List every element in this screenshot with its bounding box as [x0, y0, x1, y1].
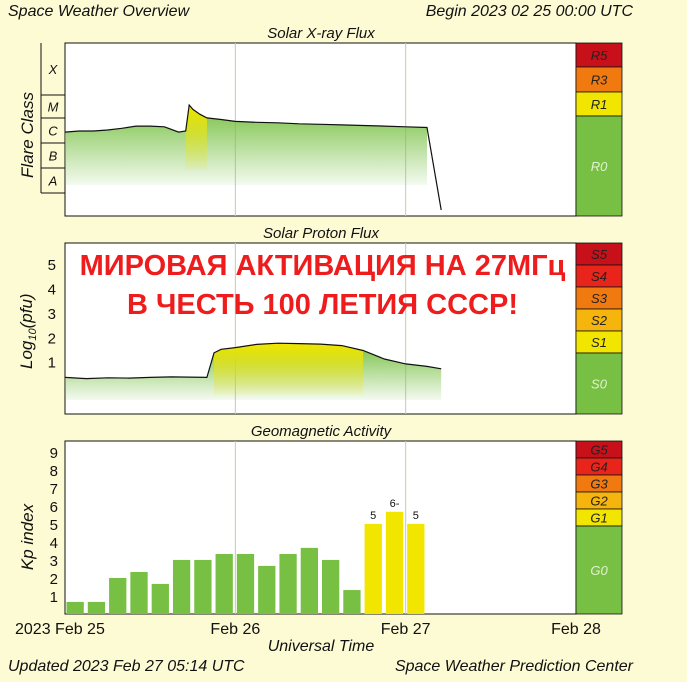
- kp-ytick-9: 9: [50, 445, 58, 462]
- proton-ytick-2: 2: [48, 330, 56, 347]
- begin-time: Begin 2023 02 25 00:00 UTC: [425, 3, 633, 20]
- kp-ytick-5: 5: [50, 517, 58, 534]
- proton-ytick-3: 3: [48, 306, 56, 323]
- geomag-scale-label-G4: G4: [590, 460, 607, 475]
- kp-ytick-4: 4: [50, 535, 58, 552]
- flare-class-label-X: X: [48, 62, 59, 77]
- proton-ytick-1: 1: [48, 355, 56, 372]
- kp-bar: [172, 559, 191, 614]
- xray-scale-label-R1: R1: [591, 97, 608, 112]
- proton-scale-label-S0: S0: [591, 377, 608, 392]
- kp-ytick-8: 8: [50, 463, 58, 480]
- xray-scale-label-R3: R3: [591, 73, 608, 88]
- kp-bar-label: 5: [413, 510, 419, 522]
- kp-bar-label: 6-: [390, 498, 400, 510]
- flare-class-label-A: A: [48, 174, 58, 189]
- kp-bar: [258, 565, 276, 614]
- proton-ytick-5: 5: [48, 257, 56, 274]
- flare-class-label-C: C: [48, 124, 58, 139]
- kp-bar: [300, 547, 318, 614]
- xray-flux-line: [64, 103, 442, 211]
- xray-scale-label-R5: R5: [591, 48, 608, 63]
- proton-ytick-4: 4: [48, 281, 56, 298]
- page-title: Space Weather Overview: [8, 3, 190, 20]
- kp-bar: [130, 572, 148, 614]
- kp-bar: [151, 583, 169, 614]
- proton-panel-title: Solar Proton Flux: [263, 225, 379, 242]
- kp-ytick-2: 2: [50, 571, 58, 588]
- kp-ytick-7: 7: [50, 481, 58, 498]
- proton-scale-label-S4: S4: [591, 269, 607, 284]
- kp-ytick-6: 6: [50, 499, 58, 516]
- proton-scale-label-S3: S3: [591, 291, 608, 306]
- source-credit: Space Weather Prediction Center: [394, 658, 633, 675]
- geomag-scale-label-G3: G3: [590, 477, 608, 492]
- flare-class-label-M: M: [48, 100, 59, 115]
- geomag-panel-title: Geomagnetic Activity: [250, 423, 392, 440]
- kp-bar: [343, 590, 361, 614]
- geomag-scale-label-G1: G1: [590, 511, 607, 526]
- xaxis-label: Universal Time: [267, 638, 375, 655]
- geomag-scale-label-G0: G0: [590, 563, 608, 578]
- xray-panel-title: Solar X-ray Flux: [267, 25, 375, 42]
- proton-scale-label-S2: S2: [591, 313, 608, 328]
- kp-bar: [109, 577, 127, 614]
- overlay-line-2: В ЧЕСТЬ 100 ЛЕТИЯ СССР!: [127, 289, 518, 321]
- geomag-scale-G0: [575, 525, 623, 615]
- geomag-scale-label-G5: G5: [590, 443, 608, 458]
- time-tick-label-0: 2023 Feb 25: [15, 621, 105, 638]
- time-tick-label-3: Feb 28: [551, 621, 601, 638]
- proton-scale-label-S1: S1: [591, 335, 607, 350]
- kp-bar: [407, 523, 425, 614]
- kp-bar: [279, 553, 297, 614]
- kp-bar: [322, 559, 340, 614]
- proton-scale-label-S5: S5: [591, 247, 608, 262]
- kp-bar: [87, 601, 106, 614]
- geomag-scale-label-G2: G2: [590, 494, 608, 509]
- panel-frame-2: [64, 440, 577, 615]
- xray-scale-label-R0: R0: [591, 159, 608, 174]
- xray-scale-R1: [575, 91, 623, 117]
- xray-scale-R0: [575, 115, 623, 217]
- kp-bar: [364, 523, 382, 614]
- proton-elevated-area: [214, 343, 364, 395]
- proton-scale-S0: [575, 352, 623, 415]
- xray-scale-R3: [575, 66, 623, 93]
- xray-ylabel: Flare Class: [18, 92, 37, 178]
- proton-ylabel: Log10(pfu): [16, 293, 40, 369]
- kp-bar: [385, 511, 404, 614]
- kp-ytick-3: 3: [50, 553, 58, 570]
- kp-bar: [66, 601, 84, 614]
- kp-ylabel: Kp index: [18, 503, 37, 571]
- kp-bar: [215, 553, 233, 614]
- flare-class-label-B: B: [49, 149, 58, 164]
- overlay-line-1: МИРОВАЯ АКТИВАЦИЯ НА 27МГц: [79, 250, 566, 282]
- kp-bar-label: 5: [370, 510, 376, 522]
- xray-flare-area: [185, 105, 207, 170]
- updated-time: Updated 2023 Feb 27 05:14 UTC: [8, 658, 245, 675]
- time-tick-label-2: Feb 27: [381, 621, 431, 638]
- time-tick-label-1: Feb 26: [210, 621, 260, 638]
- kp-bar: [194, 559, 212, 614]
- kp-ytick-1: 1: [50, 589, 58, 606]
- proton-flux-line: [64, 342, 442, 380]
- kp-bar: [236, 553, 255, 614]
